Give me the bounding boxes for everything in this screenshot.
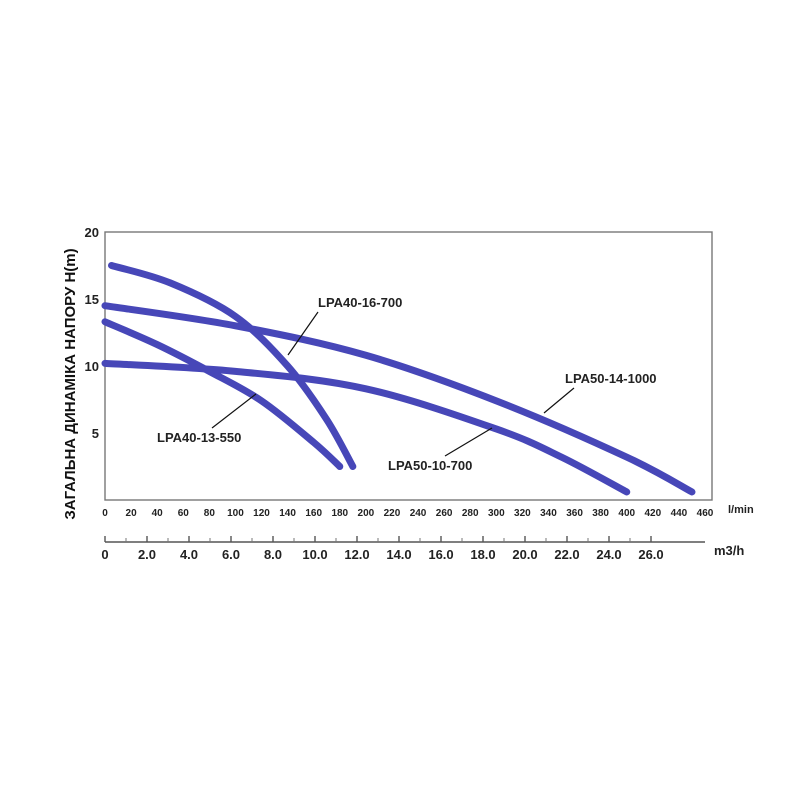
curve-lpa40-16-700 (108, 262, 357, 470)
y-tick-label: 15 (85, 292, 99, 307)
x-tick-label: 380 (592, 508, 609, 519)
secondary-tick-label: 18.0 (470, 547, 495, 562)
curve-lpa40-13-550 (101, 318, 344, 470)
secondary-tick-label: 16.0 (428, 547, 453, 562)
secondary-tick-label: 26.0 (638, 547, 663, 562)
y-tick-label: 20 (85, 225, 99, 240)
series-label: LPA50-14-1000 (565, 371, 657, 386)
secondary-tick-label: 14.0 (386, 547, 411, 562)
x-tick-label: 120 (253, 508, 270, 519)
secondary-tick-label: 24.0 (596, 547, 621, 562)
series-label: LPA40-16-700 (318, 295, 402, 310)
x-tick-label: 80 (204, 508, 216, 519)
secondary-unit-label: m3/h (714, 543, 744, 558)
x-tick-label: 20 (126, 508, 138, 519)
x-tick-label: 300 (488, 508, 505, 519)
secondary-tick-label: 0 (101, 547, 108, 562)
x-tick-label: 420 (644, 508, 661, 519)
leader-line (287, 311, 319, 356)
x-tick-label: 320 (514, 508, 531, 519)
series-label: LPA40-13-550 (157, 430, 241, 445)
secondary-tick-label: 4.0 (180, 547, 198, 562)
x-tick-label: 440 (671, 508, 688, 519)
leader-line (211, 393, 257, 429)
x-tick-label: 280 (462, 508, 479, 519)
leader-line (543, 387, 575, 414)
y-tick-label: 5 (92, 426, 99, 441)
y-tick-label: 10 (85, 359, 99, 374)
x-tick-label: 0 (102, 508, 108, 519)
x-tick-label: 220 (384, 508, 401, 519)
x-tick-label: 180 (331, 508, 348, 519)
x-tick-label: 60 (178, 508, 190, 519)
x-tick-label: 400 (618, 508, 635, 519)
y-axis-label: ЗАГАЛЬНА ДИНАМІКА НАПОРУ H(m) (62, 248, 79, 519)
secondary-tick-label: 8.0 (264, 547, 282, 562)
x-tick-label: 360 (566, 508, 583, 519)
secondary-tick-label: 22.0 (554, 547, 579, 562)
x-tick-label: 100 (227, 508, 244, 519)
secondary-tick-label: 2.0 (138, 547, 156, 562)
secondary-tick-label: 20.0 (512, 547, 537, 562)
x-tick-label: 460 (697, 508, 714, 519)
leader-line (444, 427, 493, 457)
x-tick-label: 40 (152, 508, 164, 519)
secondary-tick-label: 12.0 (344, 547, 369, 562)
series-label: LPA50-10-700 (388, 458, 472, 473)
x-tick-label: 200 (358, 508, 375, 519)
x-tick-label: 160 (305, 508, 322, 519)
x-tick-label: 260 (436, 508, 453, 519)
secondary-tick-label: 10.0 (302, 547, 327, 562)
x-tick-label: 340 (540, 508, 557, 519)
x-unit-label: l/min (728, 504, 754, 516)
x-tick-label: 240 (410, 508, 427, 519)
x-tick-label: 140 (279, 508, 296, 519)
curve-lpa50-14-1000 (101, 302, 696, 496)
curve-lpa50-10-700 (101, 359, 631, 496)
secondary-tick-label: 6.0 (222, 547, 240, 562)
